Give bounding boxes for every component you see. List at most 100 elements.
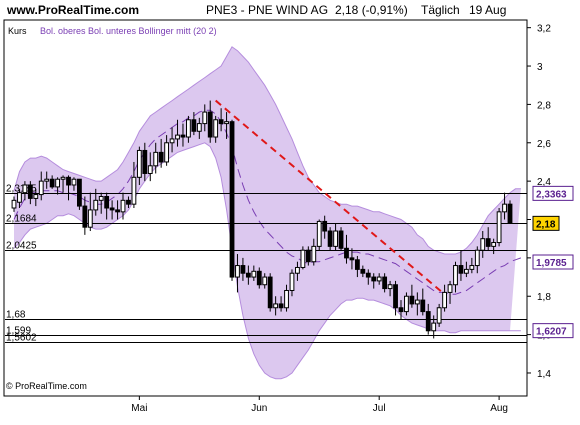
candle-body [409,295,415,305]
x-tick-label: Aug [490,403,508,414]
candle-body [273,303,279,309]
candle-body [305,249,311,263]
y-tick-label: 2,8 [537,100,551,111]
candle-body [229,121,235,278]
x-axis: Mai Jun Jul Aug [131,396,508,414]
candle-body [480,238,486,251]
candle-body [76,178,82,207]
candle-body [115,209,120,213]
y-tick-label: 1,4 [537,369,551,380]
candle-body [49,178,55,188]
candle-body [191,119,197,132]
candle-body [387,284,393,290]
level-label: 2,3185 [6,184,37,195]
price-change: 2,18 (-0,91%) [335,3,408,17]
candle-body [213,119,219,138]
level-label: 2,1684 [6,214,37,225]
candle-body [382,276,388,290]
candle-body [235,265,240,278]
candle-body [507,203,513,224]
price-badge [532,185,574,201]
trend-line-group [215,99,446,296]
candle-body [458,265,464,274]
candle-body [300,249,306,268]
candle-body [469,265,475,270]
y-tick-label: 2,4 [537,177,551,188]
candle-body [158,151,164,163]
candle-body [295,266,300,274]
candle-body [109,207,115,211]
period-label: Täglich [421,3,460,17]
candle-body [327,230,333,247]
y-tick-label: 3,2 [537,24,551,35]
trend-line [215,99,446,296]
candle-body [316,220,322,247]
candle-body [71,178,77,186]
candle-body [436,307,442,324]
candle-body [98,195,104,201]
price-badge-label: 2,3363 [536,189,567,200]
candle-body [11,199,17,209]
candle-body [420,299,426,313]
candle-body [126,199,131,205]
candles [11,100,513,339]
price-badge-label: 1,9785 [536,258,567,269]
candle-body [447,284,453,293]
bollinger-upper-line [13,46,521,255]
candle-body [93,199,99,211]
price-badge [532,215,560,231]
candle-body [38,180,44,196]
candle-body [87,209,93,228]
level-label: 1,68 [6,310,26,321]
y-tick-label: 1,8 [537,292,551,303]
candle-body [371,276,377,282]
y-tick-label: 2,6 [537,139,551,150]
candle-body [164,142,170,163]
candle-body [224,121,229,125]
candle-body [60,176,66,180]
candle-body [376,276,382,282]
candle-body [393,284,398,309]
price-badges: 2,3363 2,18 1,9785 1,6207 [532,185,574,339]
candle-body [278,303,284,309]
candle-body [322,220,328,232]
candle-body [196,123,202,132]
candle-body [251,270,257,278]
site-name: www.ProRealTime.com [7,3,140,17]
x-tick-label: Mai [131,403,147,414]
candle-body [425,311,431,332]
candle-body [360,268,366,274]
candle-body [218,119,224,125]
candle-body [256,270,262,286]
candle-body [284,289,289,309]
candle-body [453,265,458,286]
candle-body [175,134,180,140]
candle-body [202,111,208,125]
price-badge-label: 1,6207 [536,327,567,338]
candle-body [338,230,344,249]
price-badge-label: 2,18 [536,219,556,230]
candle-body [267,276,273,309]
candle-body [502,203,507,213]
level-label: 2,0425 [6,241,37,252]
candle-body [474,249,480,267]
candle-body [180,134,186,138]
candle-body [404,295,409,313]
candle-body [414,299,420,305]
legend-bollinger: Bol. oberes Bol. unteres Bollinger mitt … [40,26,217,36]
level-label: 1,5602 [6,333,37,344]
candle-body [147,165,153,174]
instrument-title: PNE3 - PNE WIND AG [206,3,329,17]
candle-body [27,184,33,199]
candle-body [17,192,22,203]
candle-body [496,211,502,244]
x-tick-label: Jul [373,403,386,414]
candle-body [120,199,126,213]
x-tick-label: Jun [251,403,267,414]
candle-body [463,268,469,274]
candle-body [262,276,268,286]
price-badge [532,254,574,270]
candle-body [22,184,28,194]
watermark: © ProRealTime.com [6,381,87,391]
candle-body [136,149,142,178]
